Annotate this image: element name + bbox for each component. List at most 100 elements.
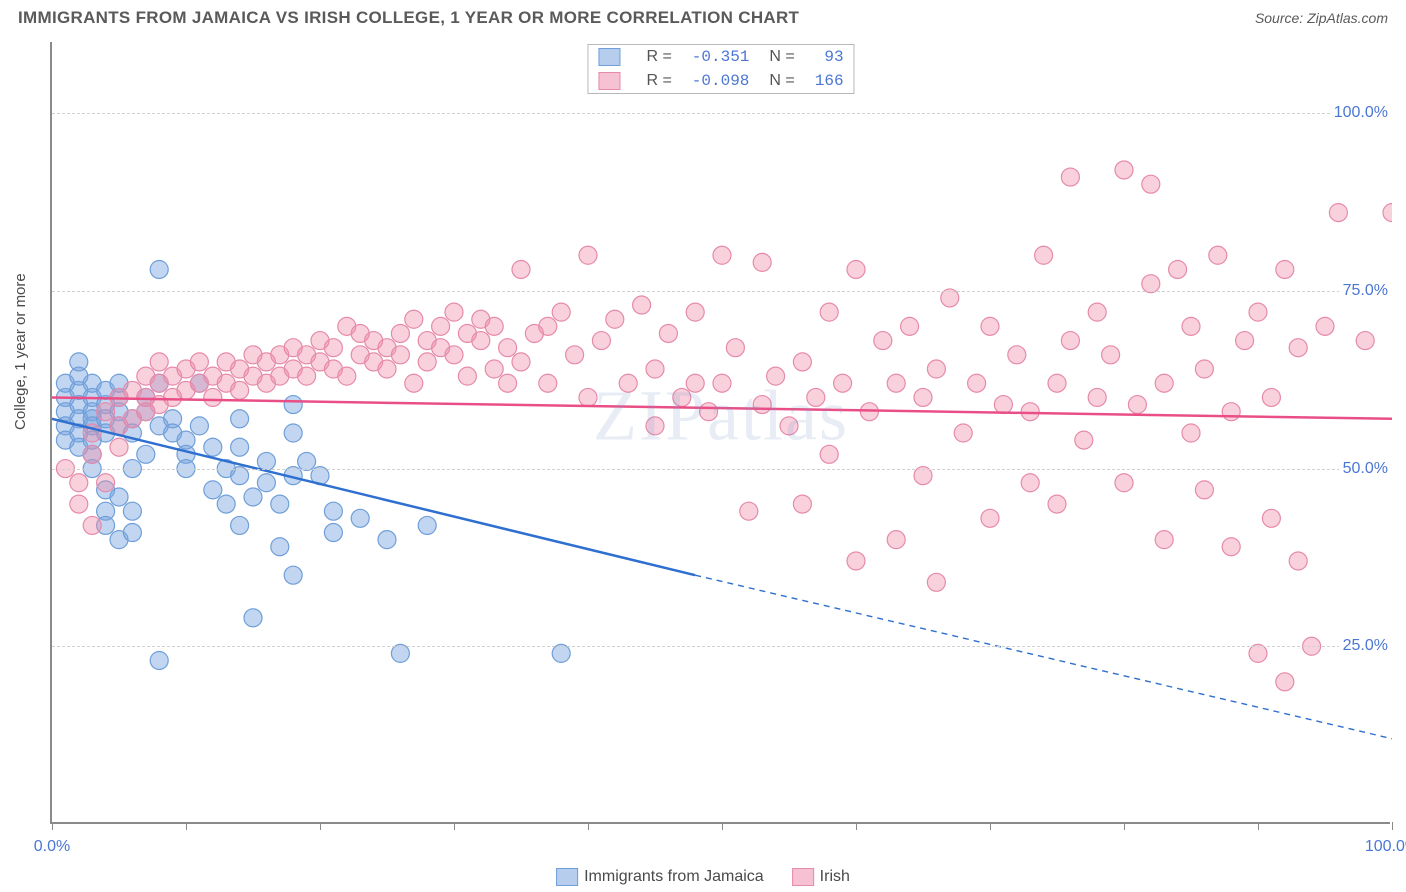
point-irish xyxy=(713,246,731,264)
point-irish xyxy=(820,445,838,463)
series-legend: Immigrants from JamaicaIrish xyxy=(556,868,850,886)
point-irish xyxy=(391,324,409,342)
point-irish xyxy=(1262,509,1280,527)
trend-extrap-jamaica xyxy=(695,575,1392,739)
point-irish xyxy=(887,374,905,392)
point-irish xyxy=(231,381,249,399)
point-irish xyxy=(954,424,972,442)
legend-r-value-jamaica: -0.351 xyxy=(682,45,760,69)
x-tick xyxy=(320,822,321,830)
point-irish xyxy=(606,310,624,328)
legend-label-irish: Irish xyxy=(820,868,850,885)
point-irish xyxy=(847,260,865,278)
legend-swatch-jamaica xyxy=(556,868,578,886)
point-irish xyxy=(204,388,222,406)
point-irish xyxy=(405,374,423,392)
point-jamaica xyxy=(378,531,396,549)
point-jamaica xyxy=(204,481,222,499)
gridline xyxy=(52,469,1390,470)
point-irish xyxy=(1316,317,1334,335)
point-irish xyxy=(1021,403,1039,421)
point-irish xyxy=(1289,552,1307,570)
point-irish xyxy=(1061,168,1079,186)
x-tick xyxy=(722,822,723,830)
y-tick-label: 25.0% xyxy=(1339,637,1392,655)
point-irish xyxy=(512,353,530,371)
point-irish xyxy=(1383,204,1392,222)
legend-r-label: R = xyxy=(636,69,681,93)
point-irish xyxy=(579,388,597,406)
point-irish xyxy=(686,303,704,321)
point-irish xyxy=(405,310,423,328)
legend-n-value-irish: 166 xyxy=(805,69,854,93)
source-label: Source: ZipAtlas.com xyxy=(1255,10,1388,26)
point-jamaica xyxy=(418,516,436,534)
point-irish xyxy=(1262,388,1280,406)
point-irish xyxy=(1236,332,1254,350)
y-tick-label: 50.0% xyxy=(1339,460,1392,478)
point-irish xyxy=(298,367,316,385)
point-irish xyxy=(1169,260,1187,278)
point-jamaica xyxy=(244,488,262,506)
scatter-svg xyxy=(52,42,1392,824)
point-irish xyxy=(1088,303,1106,321)
point-irish xyxy=(820,303,838,321)
point-jamaica xyxy=(271,495,289,513)
point-jamaica xyxy=(324,502,342,520)
point-irish xyxy=(432,317,450,335)
y-tick-label: 100.0% xyxy=(1330,104,1392,122)
point-irish xyxy=(834,374,852,392)
point-irish xyxy=(592,332,610,350)
point-irish xyxy=(552,303,570,321)
point-irish xyxy=(874,332,892,350)
point-irish xyxy=(1102,346,1120,364)
point-irish xyxy=(673,388,691,406)
point-irish xyxy=(445,303,463,321)
point-jamaica xyxy=(284,566,302,584)
point-jamaica xyxy=(123,524,141,542)
point-irish xyxy=(887,531,905,549)
y-tick-label: 75.0% xyxy=(1339,282,1392,300)
point-irish xyxy=(458,367,476,385)
point-jamaica xyxy=(231,438,249,456)
point-jamaica xyxy=(137,445,155,463)
point-irish xyxy=(659,324,677,342)
point-jamaica xyxy=(271,538,289,556)
chart-title: IMMIGRANTS FROM JAMAICA VS IRISH COLLEGE… xyxy=(18,8,799,28)
point-irish xyxy=(646,360,664,378)
legend-swatch-irish xyxy=(792,868,814,886)
point-irish xyxy=(981,317,999,335)
point-jamaica xyxy=(351,509,369,527)
point-irish xyxy=(1222,538,1240,556)
point-irish xyxy=(700,403,718,421)
point-irish xyxy=(1289,339,1307,357)
point-jamaica xyxy=(190,417,208,435)
point-irish xyxy=(901,317,919,335)
legend-r-label: R = xyxy=(636,45,681,69)
point-jamaica xyxy=(257,474,275,492)
point-irish xyxy=(633,296,651,314)
point-jamaica xyxy=(217,495,235,513)
legend-n-label: N = xyxy=(759,69,804,93)
point-irish xyxy=(83,445,101,463)
point-irish xyxy=(566,346,584,364)
point-irish xyxy=(1061,332,1079,350)
point-irish xyxy=(70,495,88,513)
point-irish xyxy=(1182,317,1200,335)
point-jamaica xyxy=(231,516,249,534)
x-tick xyxy=(588,822,589,830)
legend-n-label: N = xyxy=(759,45,804,69)
point-irish xyxy=(512,260,530,278)
x-tick xyxy=(186,822,187,830)
x-tick xyxy=(990,822,991,830)
point-irish xyxy=(499,339,517,357)
point-irish xyxy=(1155,531,1173,549)
point-irish xyxy=(539,317,557,335)
point-irish xyxy=(1182,424,1200,442)
point-irish xyxy=(646,417,664,435)
point-irish xyxy=(1329,204,1347,222)
legend-item-irish: Irish xyxy=(792,868,850,886)
point-irish xyxy=(1195,360,1213,378)
point-jamaica xyxy=(150,260,168,278)
point-irish xyxy=(1075,431,1093,449)
